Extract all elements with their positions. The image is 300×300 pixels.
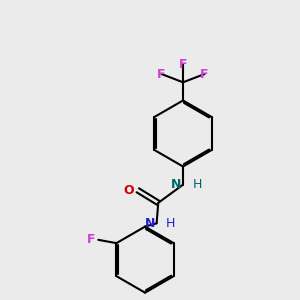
Text: F: F — [179, 58, 187, 70]
Text: O: O — [123, 184, 134, 197]
Text: N: N — [171, 178, 181, 191]
Text: H: H — [192, 178, 202, 191]
Text: F: F — [200, 68, 209, 80]
Text: F: F — [157, 68, 166, 80]
Text: F: F — [86, 233, 95, 246]
Text: H: H — [166, 217, 175, 230]
Text: N: N — [145, 217, 155, 230]
